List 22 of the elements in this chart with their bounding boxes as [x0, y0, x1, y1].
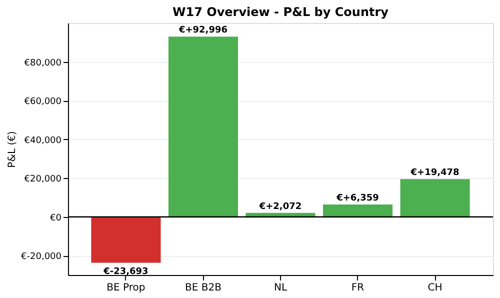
bar [323, 204, 393, 217]
data-label: €+92,996 [178, 26, 228, 36]
chart-title: W17 Overview - P&L by Country [172, 5, 389, 19]
data-label: €+19,478 [410, 168, 460, 178]
y-tick-label: €40,000 [24, 136, 62, 146]
bar [400, 179, 470, 217]
bar [91, 216, 161, 263]
bar [168, 36, 238, 217]
x-tick-label: CH [428, 282, 442, 294]
y-tick-label: €0 [50, 213, 62, 224]
data-label: €+2,072 [258, 202, 302, 212]
y-tick-label: €20,000 [24, 174, 62, 185]
data-label: €+6,359 [336, 194, 379, 204]
x-tick-label: FR [351, 282, 364, 294]
y-tick-label: €60,000 [24, 97, 62, 108]
x-tick-label: BE B2B [185, 282, 222, 294]
y-tick-label: €-20,000 [21, 252, 62, 262]
y-axis-title: P&L (€) [7, 131, 18, 168]
x-tick-label: BE Prop [106, 282, 146, 294]
data-label: €-23,693 [102, 266, 148, 277]
y-tick-label: €80,000 [24, 58, 62, 68]
x-tick-label: NL [274, 282, 288, 294]
